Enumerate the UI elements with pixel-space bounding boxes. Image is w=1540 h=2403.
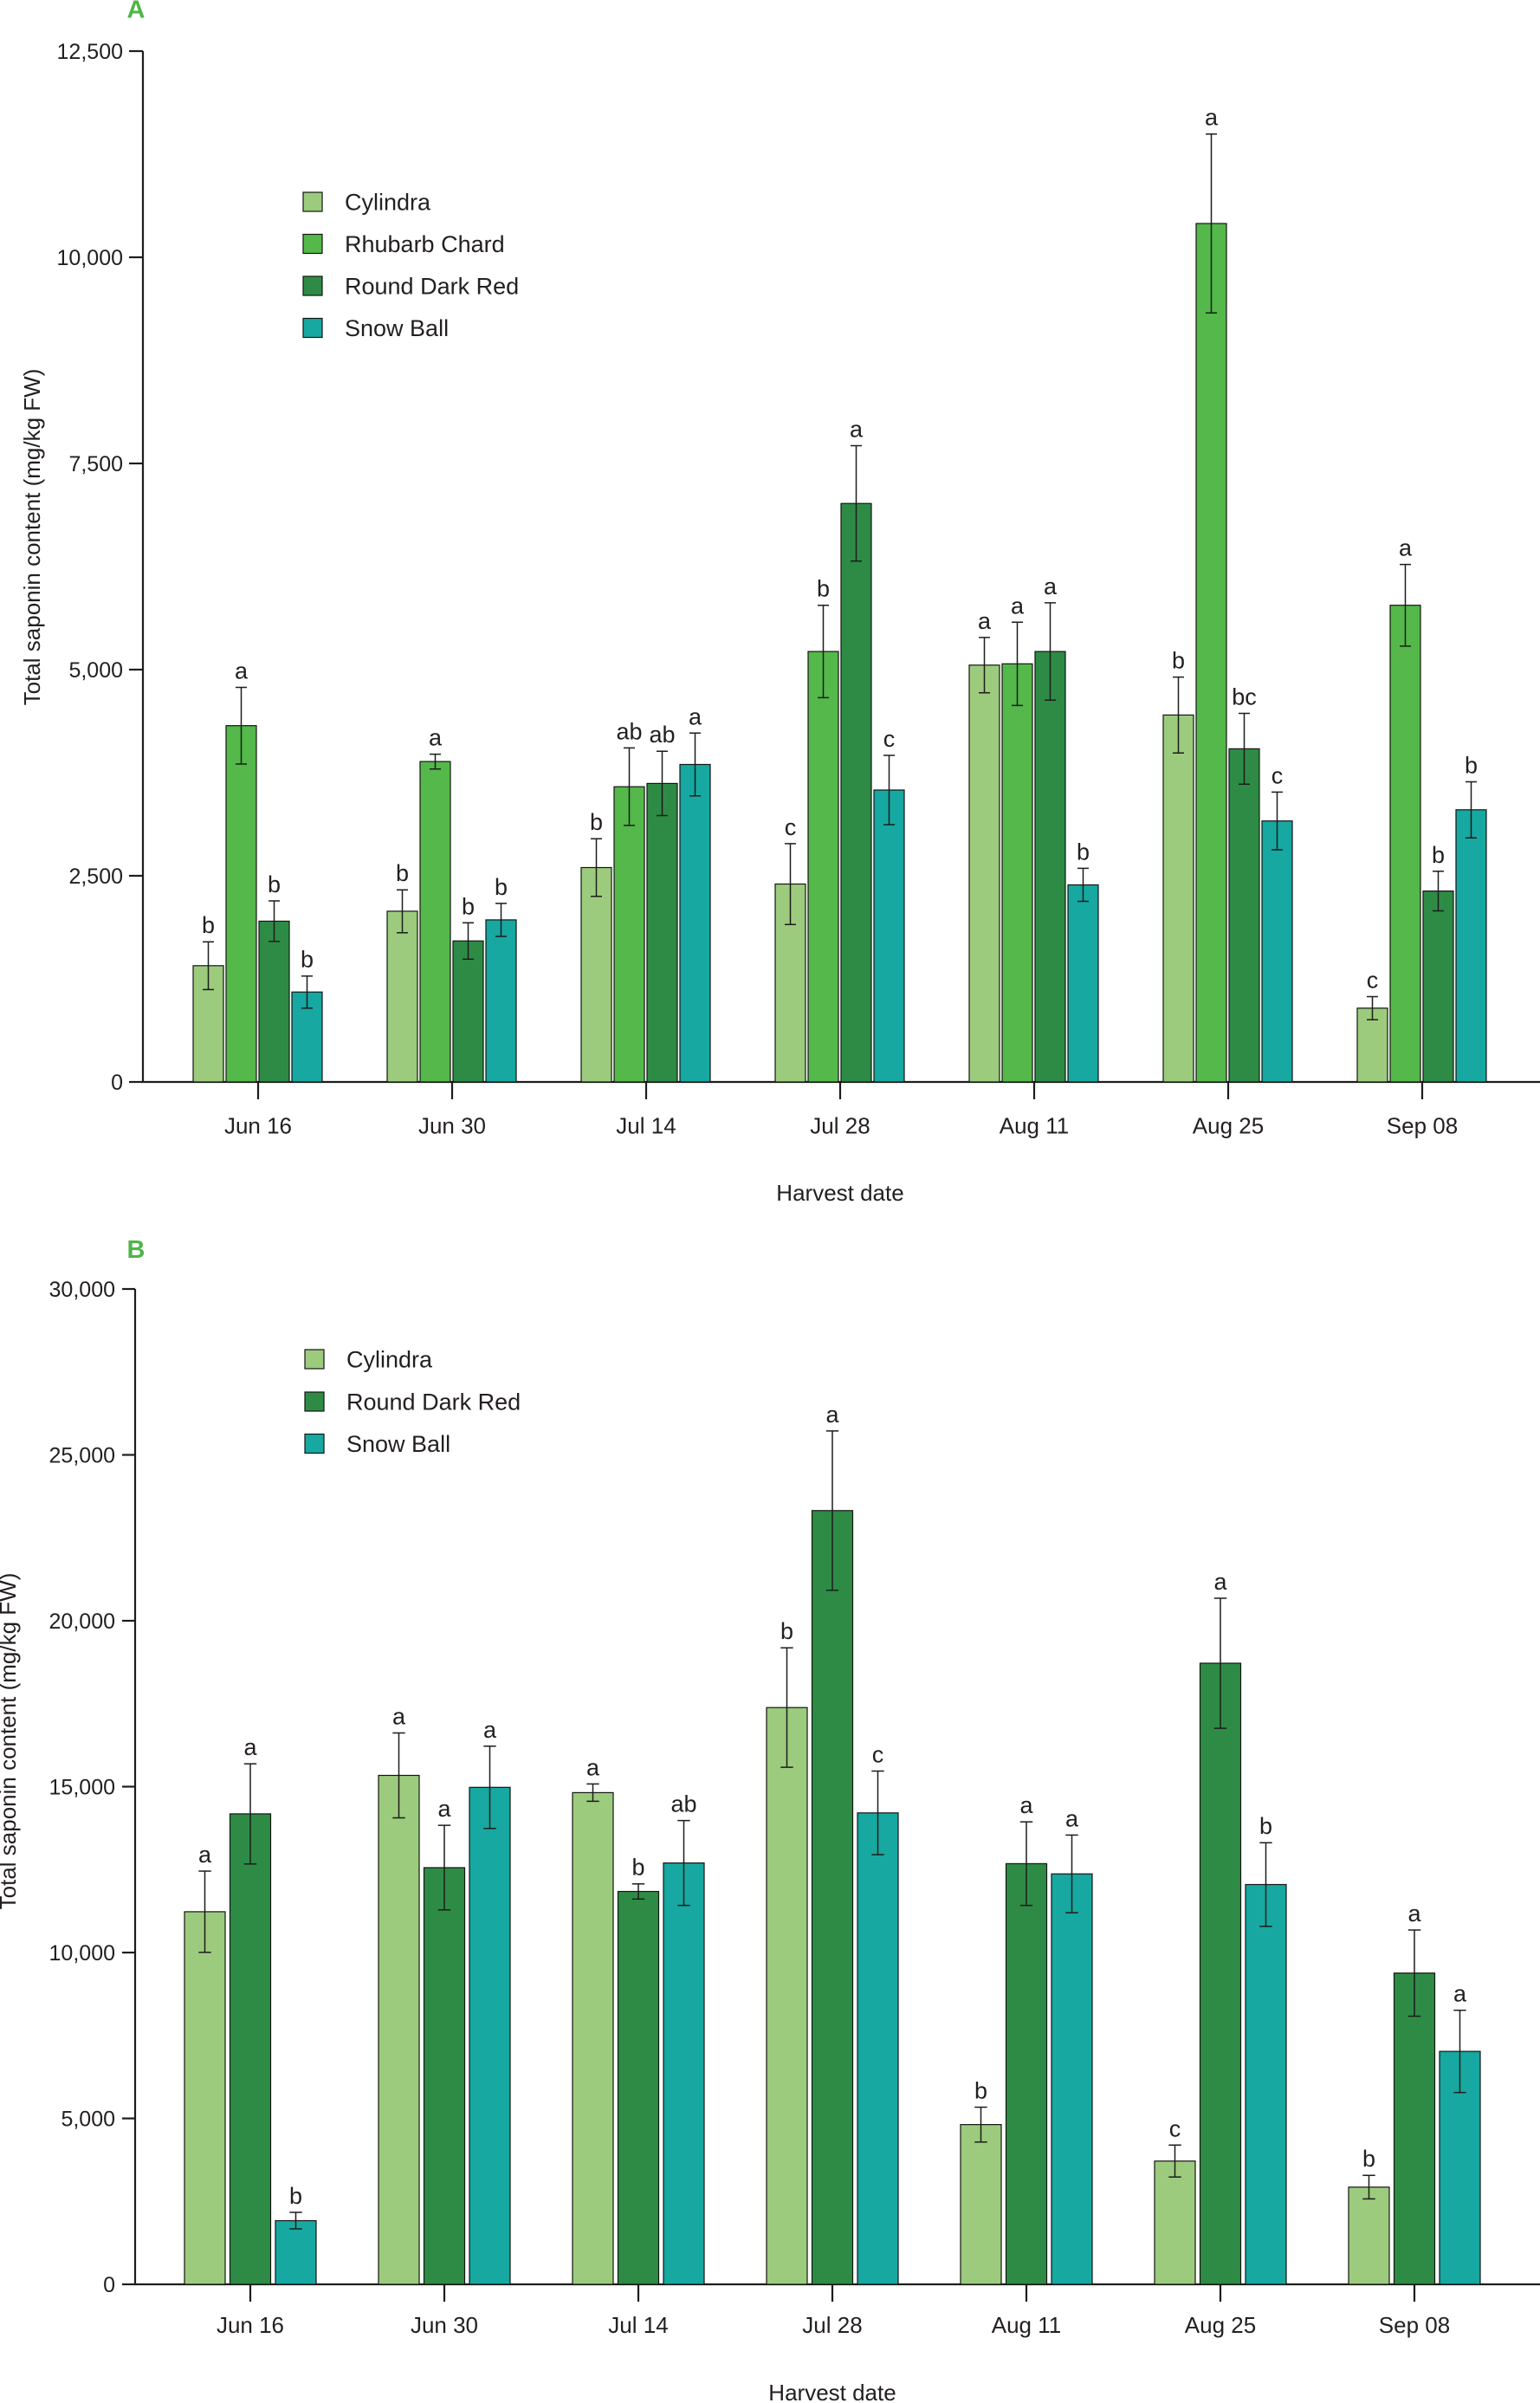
svg-text:Sep 08: Sep 08 (1387, 1113, 1458, 1139)
svg-text:Jul 28: Jul 28 (810, 1113, 870, 1139)
svg-text:c: c (1367, 968, 1379, 994)
svg-text:10,000: 10,000 (49, 1941, 115, 1966)
svg-text:a: a (978, 608, 992, 634)
svg-text:Harvest date: Harvest date (768, 2380, 896, 2403)
svg-text:Total saponin content (mg/kg F: Total saponin content (mg/kg FW) (0, 1573, 21, 1910)
svg-text:Jun 30: Jun 30 (418, 1113, 486, 1139)
svg-text:Aug 25: Aug 25 (1193, 1113, 1264, 1139)
svg-text:Aug 25: Aug 25 (1185, 2312, 1256, 2338)
svg-text:Rhubarb Chard: Rhubarb Chard (345, 231, 505, 257)
svg-text:a: a (243, 1734, 257, 1760)
svg-text:b: b (1259, 1813, 1272, 1839)
svg-text:bc: bc (1232, 684, 1257, 710)
svg-text:a: a (586, 1754, 600, 1780)
svg-text:b: b (301, 947, 314, 973)
svg-text:b: b (590, 809, 603, 835)
svg-text:Cylindra: Cylindra (346, 1347, 433, 1373)
svg-text:25,000: 25,000 (49, 1443, 115, 1467)
svg-text:b: b (268, 871, 281, 897)
svg-text:a: a (437, 1796, 451, 1822)
svg-text:Harvest date: Harvest date (776, 1180, 903, 1206)
svg-text:b: b (289, 2183, 302, 2209)
svg-text:ab: ab (670, 1791, 696, 1817)
svg-text:7,500: 7,500 (68, 452, 123, 476)
svg-text:a: a (1044, 573, 1058, 599)
svg-text:c: c (785, 814, 797, 840)
svg-text:5,000: 5,000 (61, 2107, 115, 2131)
svg-text:Cylindra: Cylindra (345, 190, 431, 216)
svg-text:b: b (1362, 2146, 1375, 2172)
svg-text:b: b (1465, 753, 1478, 779)
svg-text:a: a (1019, 1792, 1033, 1818)
svg-text:c: c (883, 726, 896, 752)
svg-text:a: a (1065, 1805, 1079, 1831)
svg-text:c: c (872, 1742, 884, 1768)
svg-text:Total saponin content (mg/kg F: Total saponin content (mg/kg FW) (19, 369, 45, 706)
svg-text:a: a (1213, 1569, 1227, 1595)
svg-text:a: a (1399, 535, 1413, 561)
svg-text:b: b (631, 1855, 644, 1881)
svg-text:Jun 30: Jun 30 (411, 2312, 478, 2338)
svg-text:0: 0 (111, 1071, 123, 1095)
svg-text:Jun 16: Jun 16 (224, 1113, 292, 1139)
svg-text:Snow Ball: Snow Ball (345, 315, 449, 341)
svg-text:a: a (1453, 1981, 1467, 2007)
svg-text:c: c (1169, 2115, 1181, 2141)
svg-text:a: a (850, 417, 864, 443)
svg-text:2,500: 2,500 (68, 865, 123, 889)
svg-text:b: b (1432, 842, 1445, 868)
svg-text:Round Dark Red: Round Dark Red (345, 274, 519, 300)
svg-text:30,000: 30,000 (49, 1278, 115, 1302)
svg-text:b: b (780, 1618, 793, 1644)
svg-text:Jul 14: Jul 14 (608, 2312, 668, 2338)
svg-text:a: a (825, 1402, 839, 1428)
svg-text:a: a (1205, 105, 1219, 131)
svg-text:b: b (202, 912, 215, 938)
svg-text:Jul 28: Jul 28 (802, 2312, 862, 2338)
svg-text:b: b (495, 874, 508, 900)
svg-text:a: a (689, 703, 702, 729)
svg-text:a: a (235, 658, 249, 684)
svg-text:B: B (127, 1236, 146, 1264)
svg-text:c: c (1271, 762, 1284, 788)
svg-text:b: b (462, 893, 475, 919)
svg-text:a: a (392, 1704, 406, 1730)
svg-text:b: b (974, 2078, 987, 2104)
svg-text:Snow Ball: Snow Ball (346, 1431, 450, 1457)
svg-text:b: b (1077, 839, 1090, 865)
svg-text:0: 0 (103, 2273, 115, 2297)
svg-text:b: b (1172, 648, 1185, 674)
svg-text:Aug 11: Aug 11 (1000, 1113, 1069, 1139)
svg-text:15,000: 15,000 (49, 1775, 115, 1799)
svg-text:a: a (198, 1842, 212, 1868)
svg-text:20,000: 20,000 (49, 1610, 115, 1634)
svg-text:Aug 11: Aug 11 (992, 2312, 1061, 2338)
svg-text:10,000: 10,000 (57, 246, 123, 270)
svg-text:5,000: 5,000 (68, 658, 123, 683)
svg-text:Jul 14: Jul 14 (616, 1113, 676, 1139)
svg-text:12,500: 12,500 (57, 40, 123, 64)
svg-text:A: A (127, 0, 146, 24)
svg-text:a: a (1407, 1901, 1421, 1927)
svg-text:a: a (429, 725, 443, 751)
svg-text:b: b (817, 576, 830, 602)
svg-text:Round Dark Red: Round Dark Red (346, 1389, 521, 1415)
svg-text:ab: ab (616, 718, 642, 744)
svg-text:a: a (483, 1717, 497, 1743)
svg-text:Sep 08: Sep 08 (1379, 2312, 1450, 2338)
svg-text:Jun 16: Jun 16 (217, 2312, 284, 2338)
svg-text:ab: ab (649, 722, 675, 748)
svg-text:b: b (396, 860, 409, 886)
svg-text:a: a (1011, 593, 1025, 619)
